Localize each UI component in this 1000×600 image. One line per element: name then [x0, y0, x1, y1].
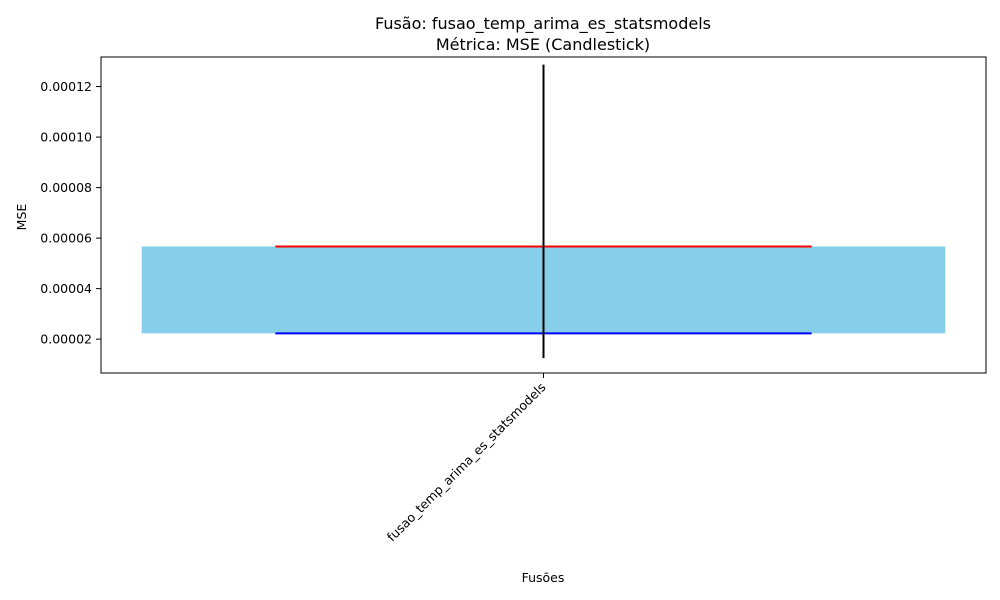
- y-axis-label: MSE: [14, 204, 29, 231]
- x-tick-label: fusao_temp_arima_es_statsmodels: [384, 380, 549, 545]
- y-tick-label: 0.00004: [40, 281, 92, 296]
- chart-subtitle: Métrica: MSE (Candlestick): [436, 35, 650, 54]
- chart-title: Fusão: fusao_temp_arima_es_statsmodels: [375, 14, 711, 34]
- y-tick-label: 0.00012: [40, 79, 92, 94]
- y-tick-label: 0.00006: [40, 231, 92, 246]
- x-axis: fusao_temp_arima_es_statsmodels: [384, 373, 549, 544]
- y-axis: 0.00002 0.00004 0.00006 0.00008 0.00010 0.000…: [40, 79, 101, 347]
- y-tick-label: 0.00002: [40, 332, 92, 347]
- y-tick-label: 0.00010: [40, 130, 92, 145]
- y-tick-label: 0.00008: [40, 180, 92, 195]
- x-axis-label: Fusões: [522, 570, 565, 585]
- plot-marks: [141, 64, 946, 359]
